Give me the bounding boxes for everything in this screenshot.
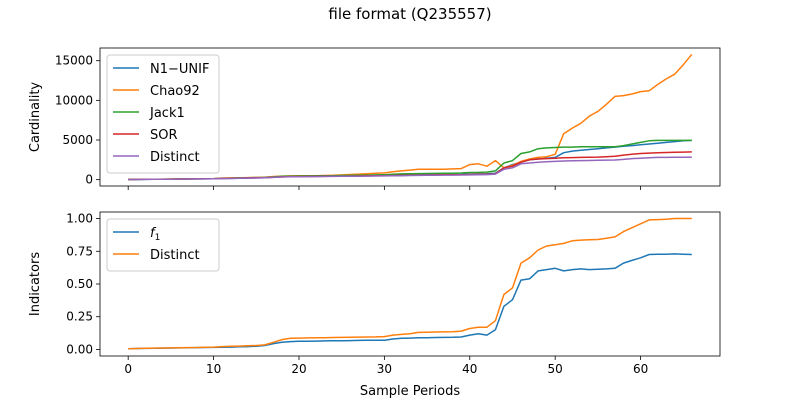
legend-label: Distinct bbox=[150, 248, 200, 263]
y-axis-label: Indicators bbox=[28, 252, 43, 316]
series-line-1-1 bbox=[128, 217, 692, 350]
legend-label: Chao92 bbox=[150, 84, 200, 99]
x-tick-label: 10 bbox=[206, 362, 221, 376]
y-tick-label: 0.50 bbox=[66, 277, 93, 291]
figure-title: file format (Q235557) bbox=[328, 5, 491, 23]
y-axis-label: Cardinality bbox=[28, 82, 43, 153]
y-tick-label: 5000 bbox=[62, 133, 93, 147]
y-tick-label: 0.75 bbox=[66, 244, 93, 258]
y-tick-label: 1.00 bbox=[66, 212, 93, 226]
series-line-0-4 bbox=[128, 156, 692, 181]
x-tick-label: 40 bbox=[462, 362, 477, 376]
x-tick-label: 50 bbox=[548, 362, 563, 376]
y-tick-label: 10000 bbox=[55, 93, 93, 107]
x-tick-label: 60 bbox=[633, 362, 648, 376]
legend-label: Distinct bbox=[150, 150, 200, 165]
y-tick-label: 0.00 bbox=[66, 342, 93, 356]
legend-label: SOR bbox=[150, 128, 178, 143]
cardinality-panel: 0 5000 10000 15000 Cardinality N1−UNIF Chao92 J… bbox=[28, 47, 721, 190]
indicators-panel: 0 10 20 30 40 50 60 0.00 0.25 0.50 0.75 1.00 Indicat… bbox=[28, 212, 721, 376]
y-tick-label: 15000 bbox=[55, 54, 93, 68]
y-tick-label: 0 bbox=[85, 173, 93, 187]
legend-label: N1−UNIF bbox=[150, 62, 209, 77]
x-tick-label: 20 bbox=[291, 362, 306, 376]
x-tick-label: 0 bbox=[124, 362, 132, 376]
legend-box bbox=[106, 218, 220, 272]
legend-label: f1 bbox=[150, 226, 160, 243]
legend-box bbox=[106, 54, 220, 174]
y-tick-label: 0.25 bbox=[66, 310, 93, 324]
legend-label: Jack1 bbox=[149, 106, 185, 121]
x-tick-label: 30 bbox=[377, 362, 392, 376]
x-axis-label: Sample Periods bbox=[360, 384, 460, 399]
axes-frame bbox=[99, 47, 721, 187]
